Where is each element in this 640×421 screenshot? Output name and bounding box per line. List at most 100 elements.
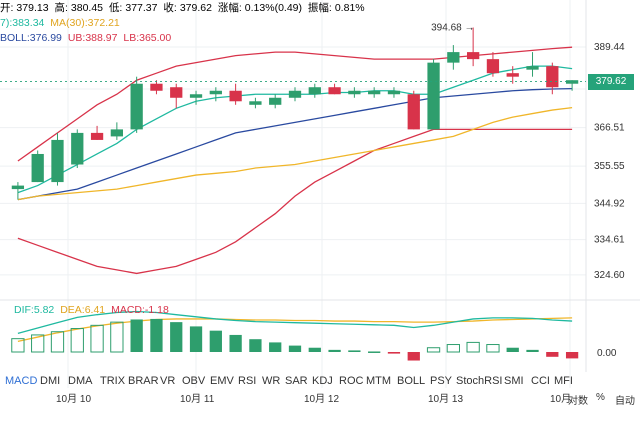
high-marker: 394.68 → bbox=[431, 23, 474, 34]
macd-bar bbox=[50, 331, 65, 353]
candle-body bbox=[249, 101, 262, 105]
dif-line bbox=[17, 310, 573, 334]
candle-body bbox=[368, 90, 381, 95]
tab-mtm[interactable]: MTM bbox=[366, 375, 392, 387]
ma30-line bbox=[17, 106, 573, 201]
macd-axis-label: 0.00 bbox=[597, 348, 617, 359]
amplitude-value: 0.81% bbox=[334, 2, 365, 14]
macd-bar bbox=[229, 334, 242, 352]
candle-body bbox=[565, 80, 579, 84]
tab-stochrsi[interactable]: StochRSI bbox=[456, 375, 503, 387]
macd-bar bbox=[368, 351, 381, 353]
candle-body bbox=[90, 132, 104, 140]
candle-body bbox=[130, 83, 143, 130]
tab-mfi[interactable]: MFI bbox=[554, 375, 573, 387]
macd-bar bbox=[288, 345, 302, 352]
macd-bar bbox=[150, 318, 163, 352]
macd-bar bbox=[446, 344, 460, 353]
macd-bar bbox=[565, 352, 579, 359]
candle-body bbox=[269, 97, 282, 105]
tab-kdj[interactable]: KDJ bbox=[312, 375, 333, 387]
high-value: 380.45 bbox=[70, 2, 104, 14]
macd-bar bbox=[249, 339, 262, 352]
boll-lower-line bbox=[17, 128, 573, 275]
ma-header: 7):383.34 MA(30):372.21 bbox=[0, 17, 123, 30]
candle-body bbox=[387, 90, 401, 95]
candle-body bbox=[506, 73, 519, 77]
candle-body bbox=[170, 87, 183, 98]
axis-control-1[interactable]: % bbox=[596, 392, 605, 403]
price-axis-label: 366.51 bbox=[594, 123, 625, 134]
change-value: 0.13%(0.49) bbox=[244, 2, 302, 14]
low-value: 377.37 bbox=[125, 2, 158, 14]
candle-body bbox=[348, 90, 361, 95]
tab-brar[interactable]: BRAR bbox=[128, 375, 159, 387]
macd-bar bbox=[130, 319, 143, 352]
candle-body bbox=[11, 185, 25, 190]
tab-rsi[interactable]: RSI bbox=[238, 375, 257, 387]
tab-dmi[interactable]: DMI bbox=[40, 375, 61, 387]
tab-smi[interactable]: SMI bbox=[504, 375, 524, 387]
tab-obv[interactable]: OBV bbox=[182, 375, 206, 387]
tab-sar[interactable]: SAR bbox=[285, 375, 308, 387]
low-label: 低: bbox=[108, 2, 123, 14]
candle-body bbox=[486, 59, 500, 74]
macd-header: DIF:5.82 DEA:6.41 MACD:-1.18 bbox=[14, 304, 172, 317]
dea-line bbox=[17, 317, 573, 342]
tab-trix[interactable]: TRIX bbox=[100, 375, 126, 387]
boll-upper-line bbox=[17, 46, 573, 162]
tab-dma[interactable]: DMA bbox=[68, 375, 93, 387]
tab-vr[interactable]: VR bbox=[160, 375, 176, 387]
macd-bar bbox=[387, 352, 401, 354]
open-value: 379.13 bbox=[16, 2, 49, 14]
price-axis-label: 344.92 bbox=[594, 198, 625, 209]
dif-value: DIF:5.82 bbox=[14, 304, 55, 316]
macd-bar bbox=[546, 352, 559, 357]
macd-bar bbox=[506, 347, 519, 352]
axis-control-0[interactable]: 对数 bbox=[568, 396, 588, 407]
date-label: 10月 10 bbox=[56, 394, 92, 405]
macd-bar bbox=[526, 349, 539, 352]
candle-body bbox=[467, 52, 480, 60]
amplitude-label: 振幅: bbox=[307, 2, 332, 14]
price-axis-label: 355.55 bbox=[594, 161, 625, 172]
macd-bar bbox=[11, 338, 25, 353]
date-label: 10月 13 bbox=[428, 394, 464, 405]
indicator-tabs: MACD DMI DMA TRIX BRAR VR OBV EMV RSI WR SAR KDJ ROC… bbox=[0, 373, 640, 391]
macd-bar bbox=[407, 352, 420, 361]
ma30-value: MA(30):372.21 bbox=[50, 17, 120, 29]
candle-body bbox=[288, 90, 302, 98]
tab-cci[interactable]: CCI bbox=[531, 375, 550, 387]
tab-macd[interactable]: MACD bbox=[5, 375, 38, 387]
macd-bar bbox=[269, 342, 282, 352]
candle-body bbox=[447, 52, 460, 63]
tab-boll[interactable]: BOLL bbox=[397, 375, 426, 387]
date-label: 10月 12 bbox=[304, 394, 340, 405]
tab-roc[interactable]: ROC bbox=[339, 375, 364, 387]
candle-body bbox=[31, 153, 44, 183]
price-axis-label: 324.60 bbox=[594, 270, 625, 281]
macd-bar bbox=[308, 347, 321, 352]
candle-body bbox=[189, 94, 203, 98]
candle-body bbox=[427, 62, 440, 130]
axis-control-2[interactable]: 自动 bbox=[615, 396, 635, 407]
current-price-tag: 379.62 bbox=[588, 73, 634, 90]
ub-value: UB:388.97 bbox=[67, 32, 118, 44]
close-value: 379.62 bbox=[179, 2, 212, 14]
boll-header: BOLL:376.99 UB:388.97 LB:365.00 bbox=[0, 32, 174, 45]
lb-value: LB:365.00 bbox=[123, 32, 172, 44]
candle-body bbox=[407, 94, 420, 130]
candle-body bbox=[51, 139, 64, 183]
candle-body bbox=[328, 87, 341, 95]
macd-bar bbox=[189, 326, 203, 352]
tab-wr[interactable]: WR bbox=[262, 375, 281, 387]
macd-bar bbox=[328, 349, 341, 352]
tab-emv[interactable]: EMV bbox=[210, 375, 234, 387]
macd-bar bbox=[70, 328, 84, 353]
boll-value: BOLL:376.99 bbox=[0, 32, 62, 44]
macd-bar bbox=[209, 330, 222, 352]
tab-psy[interactable]: PSY bbox=[430, 375, 453, 387]
boll-mid-line bbox=[17, 87, 573, 201]
macd-bar bbox=[466, 341, 480, 353]
